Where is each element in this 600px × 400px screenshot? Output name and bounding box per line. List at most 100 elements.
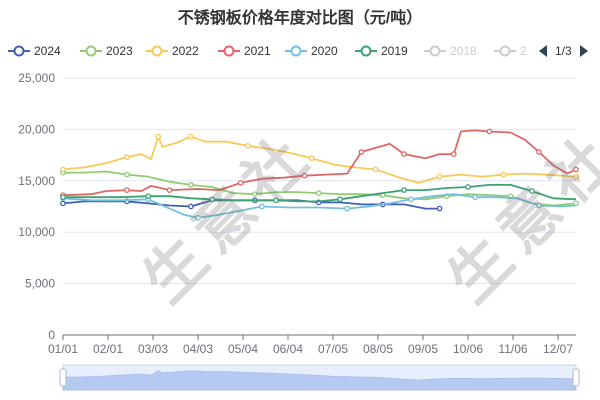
y-tick-label: 25,000 — [18, 71, 55, 85]
x-tick-label: 08/05 — [363, 342, 393, 356]
legend-item-2021[interactable]: 2021 — [218, 40, 271, 62]
legend-item-2023[interactable]: 2023 — [80, 40, 133, 62]
data-point — [337, 196, 343, 203]
y-axis: 0 5,000 10,000 15,000 20,000 25,000 — [18, 71, 55, 342]
y-tick-label: 0 — [48, 328, 55, 342]
x-axis: 01/01 02/01 03/03 04/03 05/04 06/04 07/05 08/05… — [48, 334, 576, 356]
data-point — [195, 214, 201, 221]
series-2023 — [60, 169, 579, 207]
slider-handle[interactable] — [59, 368, 67, 387]
data-point — [188, 133, 194, 140]
series-2022 — [60, 133, 579, 184]
series-2019 — [60, 183, 577, 204]
data-point — [436, 205, 443, 212]
data-point — [301, 172, 308, 179]
data-point — [308, 155, 315, 162]
legend-item-2[interactable]: 2 — [494, 40, 527, 62]
x-tick-label: 09/05 — [408, 342, 438, 356]
data-point — [344, 205, 351, 212]
data-point — [237, 180, 244, 186]
data-point — [259, 203, 265, 210]
data-point — [401, 151, 407, 157]
y-tick-label: 15,000 — [18, 174, 55, 188]
legend-symbol-icon — [424, 45, 446, 57]
data-point — [450, 151, 457, 157]
x-tick-label: 06/04 — [273, 342, 303, 356]
legend-label: 2024 — [34, 44, 61, 58]
series-line — [63, 183, 577, 203]
slider-selection — [63, 365, 576, 390]
data-point — [145, 193, 152, 200]
legend-page-indicator: 1/3 — [555, 44, 572, 58]
legend-label: 2020 — [311, 44, 338, 58]
data-point — [472, 194, 478, 201]
legend-item-2018[interactable]: 2018 — [424, 40, 477, 62]
x-tick-label: 12/07 — [543, 342, 573, 356]
data-point — [536, 202, 542, 209]
chart-title: 不锈钢板价格年度对比图（元/吨） — [177, 10, 423, 27]
data-point — [124, 154, 130, 161]
legend-symbol-icon — [8, 45, 30, 57]
legend-item-2024[interactable]: 2024 — [8, 40, 61, 62]
data-point — [209, 196, 216, 203]
data-point — [573, 166, 579, 173]
slider-handle[interactable] — [572, 368, 580, 387]
legend-label: 2022 — [172, 44, 199, 58]
data-point — [155, 133, 162, 140]
data-point — [315, 190, 322, 196]
data-point — [124, 187, 130, 193]
data-point — [188, 203, 194, 210]
y-tick-label: 20,000 — [18, 122, 55, 136]
legend-label: 2023 — [106, 44, 133, 58]
data-point — [408, 196, 415, 203]
slider-preview-area — [62, 370, 577, 391]
data-point — [124, 171, 130, 178]
data-point — [486, 128, 493, 135]
data-point — [372, 166, 379, 173]
series-lines — [60, 128, 579, 221]
data-point — [465, 184, 471, 190]
series-line — [62, 193, 577, 219]
legend-symbol-icon — [80, 45, 102, 57]
data-point — [244, 142, 251, 149]
legend-label: 2 — [520, 44, 527, 58]
legend-symbol-icon — [285, 45, 307, 57]
x-tick-label: 11/06 — [498, 342, 527, 356]
data-zoom-slider[interactable] — [59, 364, 580, 391]
legend-pager: 1/3 — [539, 40, 588, 62]
y-tick-label: 5,000 — [25, 277, 55, 291]
data-point — [60, 194, 66, 201]
data-point — [436, 173, 443, 180]
x-tick-label: 03/03 — [138, 342, 168, 356]
legend-next-icon[interactable] — [579, 45, 588, 57]
data-point — [188, 182, 194, 188]
data-point — [500, 171, 507, 178]
x-tick-label: 02/01 — [93, 342, 123, 356]
legend-symbol-icon — [146, 45, 168, 57]
data-point — [60, 166, 66, 173]
data-point — [166, 187, 173, 193]
data-point — [60, 200, 66, 207]
x-tick-label: 07/05 — [318, 342, 348, 356]
legend-label: 2021 — [244, 44, 271, 58]
legend-label: 2019 — [381, 44, 408, 58]
data-point — [536, 149, 542, 155]
data-point — [573, 173, 579, 180]
x-tick-label: 04/03 — [183, 342, 213, 356]
legend-item-2022[interactable]: 2022 — [146, 40, 199, 62]
x-tick-label: 01/01 — [48, 342, 78, 356]
legend-item-2020[interactable]: 2020 — [285, 40, 338, 62]
data-point — [529, 188, 535, 194]
legend-symbol-icon — [494, 45, 516, 57]
data-point — [273, 197, 280, 204]
data-point — [401, 187, 407, 193]
legend-symbol-icon — [355, 45, 377, 57]
legend-label: 2018 — [450, 44, 477, 58]
legend-prev-icon[interactable] — [539, 45, 547, 57]
legend-symbol-icon — [218, 45, 240, 57]
legend-item-2019[interactable]: 2019 — [355, 40, 408, 62]
y-tick-label: 10,000 — [18, 225, 55, 239]
x-tick-label: 10/06 — [453, 342, 483, 356]
legend: 2024 2023 2022 2021 2020 2019 2018 2 1/3 — [0, 40, 600, 62]
